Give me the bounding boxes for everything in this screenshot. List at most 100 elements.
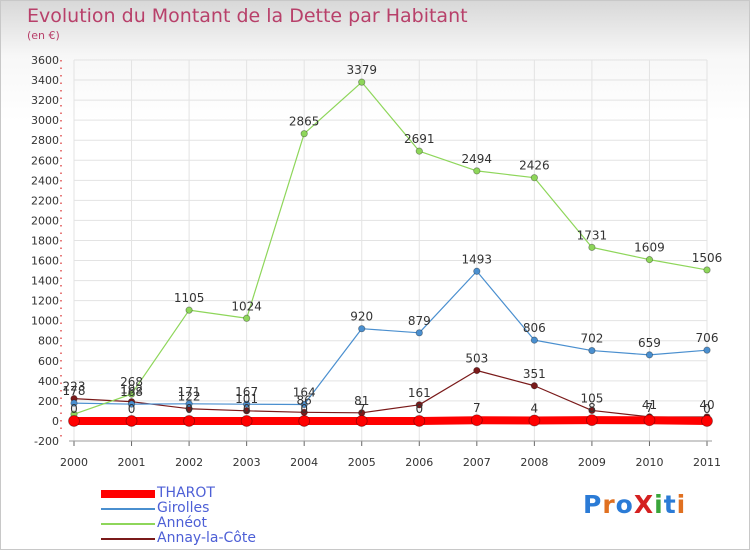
- data-label-ann-ot: 3379: [346, 63, 377, 77]
- data-point-girolles: [530, 336, 538, 344]
- x-tick-label: 2006: [405, 456, 433, 469]
- data-label-ann-ot: 2865: [289, 115, 320, 129]
- data-point-annay-la-c-te: [473, 366, 481, 375]
- legend-label-girolles: Girolles: [157, 500, 210, 516]
- data-label-annay-la-c-te: 503: [465, 352, 488, 366]
- y-tick-label: 1400: [31, 275, 59, 288]
- data-point-tharot: [528, 414, 541, 427]
- y-tick-label: 1200: [31, 295, 59, 308]
- data-label-ann-ot: 2494: [462, 152, 493, 166]
- data-label-ann-ot: 2691: [404, 132, 435, 146]
- data-label-annay-la-c-te: 81: [354, 394, 369, 408]
- logo-letter: i: [676, 490, 687, 519]
- data-point-ann-ot: [415, 147, 423, 155]
- data-point-tharot: [643, 414, 656, 427]
- data-point-girolles: [358, 325, 366, 333]
- y-tick-label: 1600: [31, 255, 59, 268]
- y-tick-label: 3600: [31, 54, 59, 67]
- logo-letter: t: [663, 490, 677, 519]
- axes: -200020040060080010001200140016001800200…: [31, 54, 721, 469]
- data-label-annay-la-c-te: 41: [642, 398, 657, 412]
- data-point-girolles: [473, 267, 481, 275]
- x-tick-label: 2003: [233, 456, 261, 469]
- x-tick-label: 2011: [693, 456, 721, 469]
- logo-letter: o: [615, 490, 634, 519]
- data-label-tharot: 0: [70, 402, 78, 416]
- data-label-annay-la-c-te: 40: [699, 398, 714, 412]
- data-label-girolles: 702: [580, 332, 603, 346]
- x-tick-label: 2008: [520, 456, 548, 469]
- data-label-tharot: 4: [531, 402, 539, 416]
- data-label-ann-ot: 1731: [577, 228, 608, 242]
- data-point-ann-ot: [358, 78, 366, 86]
- y-tick-label: 3200: [31, 94, 59, 107]
- data-point-girolles: [415, 329, 423, 337]
- data-label-ann-ot: 1024: [231, 299, 262, 313]
- y-tick-label: 1800: [31, 234, 59, 247]
- data-label-tharot: 7: [358, 402, 366, 416]
- data-point-tharot: [355, 415, 368, 427]
- x-tick-label: 2005: [348, 456, 376, 469]
- data-point-tharot: [298, 415, 311, 427]
- data-point-girolles: [645, 351, 654, 359]
- data-label-girolles: 706: [696, 331, 719, 345]
- data-point-ann-ot: [127, 390, 136, 398]
- data-point-girolles: [703, 346, 711, 354]
- data-label-girolles: 879: [408, 314, 431, 328]
- data-point-girolles: [185, 400, 193, 408]
- legend-label-ann-ot: Annéot: [157, 515, 207, 531]
- data-point-tharot: [586, 414, 598, 427]
- data-point-tharot: [183, 415, 195, 427]
- y-tick-label: 200: [38, 395, 59, 408]
- data-point-annay-la-c-te: [588, 406, 596, 415]
- series-line-girolles: [73, 270, 708, 406]
- data-label-annay-la-c-te: 223: [63, 380, 86, 394]
- data-label-girolles: 164: [293, 386, 316, 400]
- data-point-girolles: [588, 346, 596, 355]
- data-label-tharot: 0: [703, 402, 711, 416]
- logo-letter: r: [602, 490, 616, 519]
- y-tick-label: 2600: [31, 154, 59, 167]
- x-tick-label: 2009: [578, 456, 606, 469]
- y-tick-label: 800: [38, 335, 59, 348]
- data-point-tharot: [413, 415, 426, 427]
- data-point-ann-ot: [473, 167, 481, 175]
- data-label-ann-ot: 2426: [519, 159, 550, 173]
- data-point-girolles: [300, 400, 308, 409]
- series-lines: [68, 78, 713, 427]
- data-label-girolles: 171: [178, 385, 201, 399]
- y-tick-label: 2200: [31, 194, 59, 207]
- legend-label-annay-la-c-te: Annay-la-Côte: [157, 530, 256, 546]
- data-point-tharot: [68, 415, 80, 427]
- logo-letter: P: [583, 490, 603, 519]
- data-label-annay-la-c-te: 122: [178, 390, 201, 404]
- data-label-ann-ot: 1105: [174, 291, 205, 305]
- data-label-ann-ot: 1506: [692, 251, 723, 265]
- data-label-tharot: 0: [185, 402, 193, 416]
- y-tick-label: 0: [52, 415, 59, 428]
- legend-swatch-annay-la-c-te: [101, 538, 155, 540]
- data-point-tharot: [240, 415, 253, 427]
- x-tick-label: 2010: [635, 456, 663, 469]
- x-tick-label: 2007: [463, 456, 491, 469]
- logo-letter: X: [633, 490, 655, 519]
- y-tick-label: 2400: [31, 174, 59, 187]
- logo-letter: i: [654, 490, 664, 519]
- data-label-girolles: 168: [120, 385, 143, 399]
- data-point-ann-ot: [243, 314, 251, 322]
- y-tick-label: 3400: [31, 74, 59, 87]
- x-tick-label: 2000: [60, 456, 88, 469]
- data-point-tharot: [701, 415, 713, 427]
- data-label-annay-la-c-te: 86: [297, 393, 312, 407]
- data-point-ann-ot: [530, 174, 538, 182]
- data-label-tharot: 0: [128, 402, 136, 416]
- data-point-tharot: [470, 414, 483, 427]
- legend-swatch-girolles: [101, 508, 155, 510]
- data-label-girolles: 178: [63, 384, 86, 398]
- legend-swatch-tharot: [101, 490, 155, 498]
- y-tick-label: -200: [34, 435, 59, 448]
- data-point-tharot: [125, 415, 138, 427]
- proxiti-logo: ProXiti: [583, 490, 686, 519]
